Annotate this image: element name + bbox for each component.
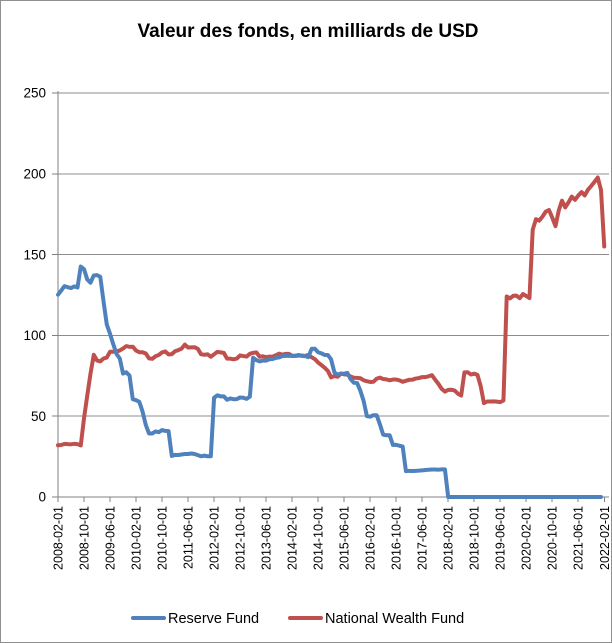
x-tick-label: 2018-10-01 — [468, 506, 482, 570]
y-tick-label: 150 — [23, 247, 46, 262]
y-tick-label: 100 — [23, 328, 46, 343]
x-tick-label: 2014-10-01 — [312, 506, 326, 570]
series-line-national-wealth-fund — [56, 175, 607, 448]
y-tick-labels: 0 50 100 150 200 250 — [23, 86, 46, 505]
x-tick-label: 2010-10-01 — [156, 506, 170, 570]
x-tick-label: 2008-10-01 — [78, 506, 92, 570]
y-tick-label: 200 — [23, 167, 46, 182]
y-tick-label: 250 — [23, 86, 46, 101]
x-tick-label: 2009-06-01 — [104, 506, 118, 570]
series-line-reserve-fund — [56, 264, 603, 499]
x-tick-label: 2022-02-01 — [598, 506, 612, 570]
x-tick-label: 2008-02-01 — [52, 506, 66, 570]
x-tick-label: 2014-02-01 — [286, 506, 300, 570]
x-tick-label: 2015-06-01 — [338, 506, 352, 570]
chart-title: Valeur des fonds, en milliards de USD — [137, 21, 478, 42]
x-tick-label: 2019-06-01 — [494, 506, 508, 570]
legend-label-reserve-fund: Reserve Fund — [168, 611, 259, 627]
x-tick-label: 2010-02-01 — [130, 506, 144, 570]
y-tick-label: 0 — [38, 490, 46, 505]
y-gridlines — [58, 92, 609, 417]
x-tick-label: 2020-10-01 — [546, 506, 560, 570]
x-tick-label: 2011-06-01 — [182, 506, 196, 569]
y-tick-label: 50 — [31, 409, 46, 424]
legend-label-national-wealth-fund: National Wealth Fund — [325, 611, 464, 627]
x-tick-label: 2021-06-01 — [572, 506, 586, 570]
x-tick-label: 2017-06-01 — [416, 506, 430, 570]
legend: Reserve Fund National Wealth Fund — [131, 611, 464, 627]
x-tick-label: 2012-10-01 — [234, 506, 248, 570]
x-tick-label: 2012-02-01 — [208, 506, 222, 570]
x-tick-labels: 2008-02-01 2008-10-01 2009-06-01 2010-02-01… — [52, 506, 612, 570]
x-tick-label: 2018-02-01 — [442, 506, 456, 570]
x-tick-label: 2020-02-01 — [520, 506, 534, 570]
x-tick-label: 2016-10-01 — [390, 506, 404, 570]
x-tick-label: 2016-02-01 — [364, 506, 378, 570]
series-lines — [56, 175, 607, 499]
x-tick-label: 2013-06-01 — [260, 506, 274, 570]
